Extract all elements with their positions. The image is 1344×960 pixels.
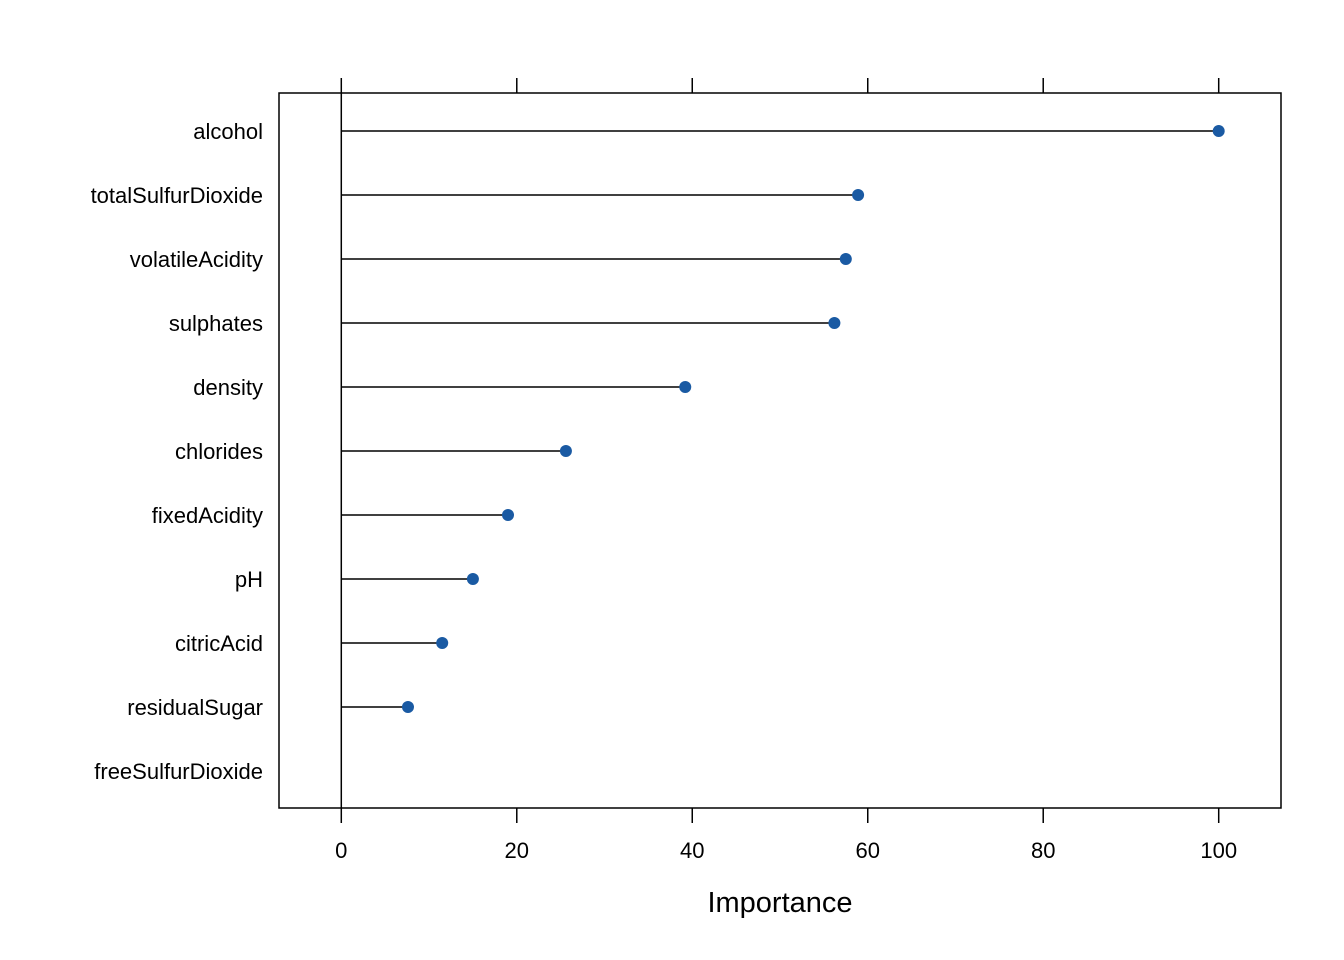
importance-point (852, 189, 865, 201)
category-label: volatileAcidity (130, 247, 263, 272)
importance-point (502, 509, 515, 521)
category-label: pH (235, 567, 263, 592)
bottom-axis: 0 20 40 60 80 100 (335, 808, 1237, 863)
x-axis-title: Importance (707, 887, 852, 919)
category-label: totalSulfurDioxide (91, 183, 263, 208)
importance-point (679, 381, 692, 393)
top-axis-ticks (340, 78, 1220, 93)
category-label: fixedAcidity (152, 503, 263, 528)
category-label: density (193, 375, 263, 400)
importance-point (839, 253, 852, 265)
category-label: chlorides (175, 439, 263, 464)
x-tick-label: 60 (855, 838, 879, 863)
category-label: sulphates (169, 311, 263, 336)
category-label: citricAcid (175, 631, 263, 656)
data-marks (341, 125, 1225, 713)
importance-point (1212, 125, 1225, 137)
x-tick-label: 80 (1031, 838, 1055, 863)
importance-point (559, 445, 572, 457)
importance-point (436, 637, 449, 649)
importance-point (466, 573, 479, 585)
importance-point (401, 701, 414, 713)
plot-frame (278, 92, 1282, 809)
x-tick-label: 0 (335, 838, 347, 863)
category-label: freeSulfurDioxide (94, 759, 263, 784)
importance-point (828, 317, 841, 329)
x-tick-label: 100 (1200, 838, 1237, 863)
category-label: residualSugar (127, 695, 263, 720)
category-label: alcohol (193, 119, 263, 144)
x-tick-label: 20 (505, 838, 529, 863)
category-labels: alcohol totalSulfurDioxide volatileAcidity… (91, 119, 263, 784)
x-tick-label: 40 (680, 838, 704, 863)
